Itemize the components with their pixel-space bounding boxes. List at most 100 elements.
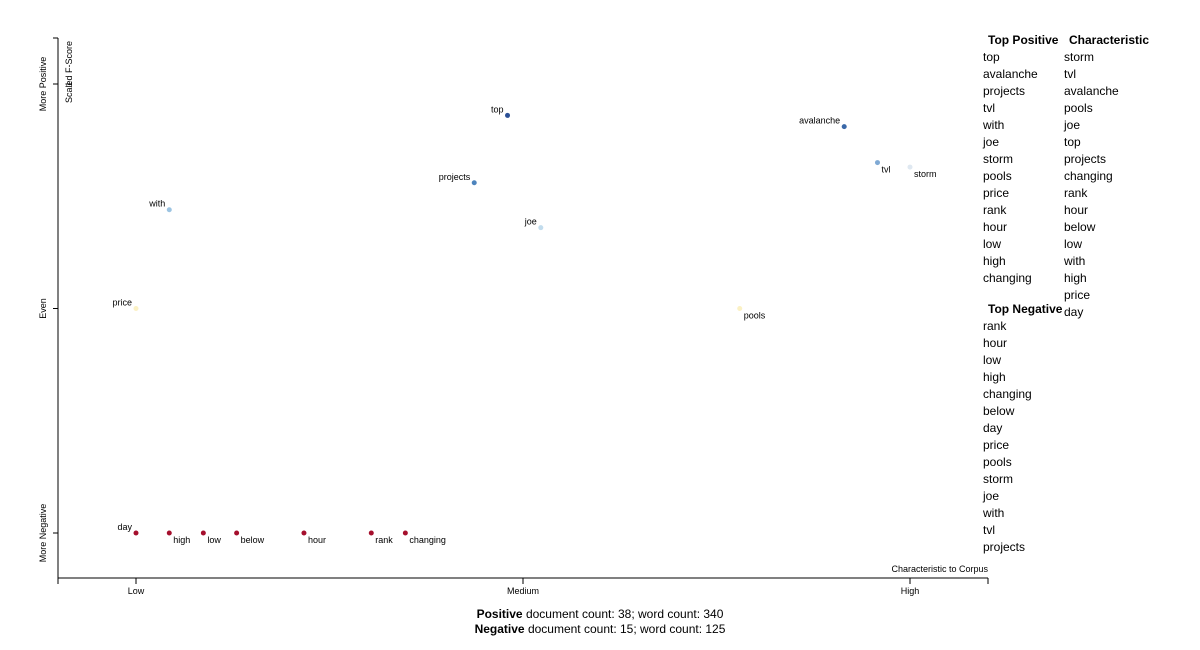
top-negative-item-with[interactable]: with [983,506,1005,520]
point-avalanche[interactable] [841,124,847,130]
characteristic-item-low[interactable]: low [1064,237,1083,251]
point-below[interactable] [234,530,240,536]
x-tick-label-high: High [901,586,920,596]
point-label-high: high [173,535,190,545]
point-pools[interactable] [737,306,743,311]
top-positive-title: Top Positive [988,33,1059,47]
y-tick-label-more-negative: More Negative [38,504,48,563]
point-top[interactable] [505,112,511,118]
point-price[interactable] [133,306,139,311]
top-negative-item-low[interactable]: low [983,353,1002,367]
top-positive-item-with[interactable]: with [983,118,1005,132]
top-positive-item-low[interactable]: low [983,237,1002,251]
point-label-storm: storm [914,169,937,179]
characteristic-item-rank[interactable]: rank [1064,186,1088,200]
x-tick-label-low: Low [128,586,145,596]
data-points [133,112,913,536]
top-positive-item-price[interactable]: price [983,186,1010,200]
point-label-hour: hour [308,535,326,545]
top-negative-item-hour[interactable]: hour [983,336,1008,350]
top-negative-item-price[interactable]: price [983,438,1010,452]
point-label-pools: pools [744,311,766,321]
positive-label: Positive [476,607,523,621]
top-positive-item-top[interactable]: top [983,50,1000,64]
top-negative-item-below[interactable]: below [983,404,1015,418]
characteristic-item-projects[interactable]: projects [1064,152,1107,166]
point-label-tvl: tvl [881,165,890,175]
point-with[interactable] [166,207,172,213]
negative-count-text: document count: 15; word count: 125 [524,622,726,636]
characteristic-item-hour[interactable]: hour [1064,203,1089,217]
point-joe[interactable] [538,225,544,231]
point-label-with: with [148,199,165,209]
top-negative-item-pools[interactable]: pools [983,455,1012,469]
top-negative-item-rank[interactable]: rank [983,319,1007,333]
point-storm[interactable] [907,164,913,170]
positive-count-text: document count: 38; word count: 340 [522,607,724,621]
point-rank[interactable] [368,530,374,536]
top-positive-item-joe[interactable]: joe [983,135,1000,149]
characteristic-item-tvl[interactable]: tvl [1064,67,1076,81]
y-tick-label-even: Even [38,298,48,319]
point-low[interactable] [200,530,206,536]
top-positive-item-high[interactable]: high [983,254,1006,268]
negative-count-line: Negative document count: 15; word count:… [0,622,1200,637]
characteristic-item-changing[interactable]: changing [1064,169,1113,183]
top-positive-item-tvl[interactable]: tvl [983,101,995,115]
characteristic-item-day[interactable]: day [1064,305,1084,319]
point-label-price: price [112,298,132,308]
top-positive-item-rank[interactable]: rank [983,203,1007,217]
y-axis-label: Scaled F-Score [64,41,74,103]
characteristic-item-joe[interactable]: joe [1064,118,1081,132]
characteristic-item-pools[interactable]: pools [1064,101,1093,115]
positive-count-line: Positive document count: 38; word count:… [0,607,1200,622]
x-tick-label-medium: Medium [507,586,539,596]
top-negative-item-day[interactable]: day [983,421,1003,435]
top-negative-item-changing[interactable]: changing [983,387,1032,401]
point-labels: top avalanche tvl storm projects with joe price… [112,104,936,545]
top-negative-item-joe[interactable]: joe [983,489,1000,503]
top-negative-item-projects[interactable]: projects [983,540,1026,554]
point-day[interactable] [133,530,139,536]
footer-counts: Positive document count: 38; word count:… [0,607,1200,637]
point-label-rank: rank [375,535,393,545]
point-label-changing: changing [409,535,446,545]
top-positive-item-storm[interactable]: storm [983,152,1013,166]
characteristic-item-with[interactable]: with [1064,254,1086,268]
point-label-below: below [241,535,265,545]
top-negative-list: Top Negative rank hour low high changing belo… [983,301,1062,556]
x-axis-label: Characteristic to Corpus [891,564,988,574]
top-positive-item-avalanche[interactable]: avalanche [983,67,1038,81]
characteristic-item-price[interactable]: price [1064,288,1091,302]
point-projects[interactable] [471,180,477,186]
point-label-joe: joe [524,217,537,227]
top-positive-list: Top Positive top avalanche projects tvl with… [983,32,1058,287]
point-label-day: day [117,522,132,532]
point-high[interactable] [166,530,172,536]
characteristic-item-storm[interactable]: storm [1064,50,1094,64]
point-changing[interactable] [402,530,408,536]
point-label-top: top [491,104,504,114]
axes [53,37,989,584]
characteristic-item-top[interactable]: top [1064,135,1081,149]
top-positive-item-changing[interactable]: changing [983,271,1032,285]
axis-ticks: Low Medium High More Positive Even More Negat… [38,57,919,596]
characteristic-item-below[interactable]: below [1064,220,1096,234]
top-positive-item-projects[interactable]: projects [983,84,1026,98]
characteristic-item-high[interactable]: high [1064,271,1087,285]
point-tvl[interactable] [874,160,880,166]
top-positive-item-hour[interactable]: hour [983,220,1008,234]
y-axis-scale-tick-label: 1 [64,81,74,86]
point-hour[interactable] [301,530,307,536]
characteristic-title: Characteristic [1069,33,1150,47]
point-label-projects: projects [439,172,471,182]
top-negative-title: Top Negative [988,302,1063,316]
characteristic-item-avalanche[interactable]: avalanche [1064,84,1119,98]
top-negative-item-tvl[interactable]: tvl [983,523,995,537]
top-negative-item-storm[interactable]: storm [983,472,1013,486]
top-negative-item-high[interactable]: high [983,370,1006,384]
top-positive-item-pools[interactable]: pools [983,169,1012,183]
negative-label: Negative [474,622,525,636]
point-label-avalanche: avalanche [799,116,840,126]
